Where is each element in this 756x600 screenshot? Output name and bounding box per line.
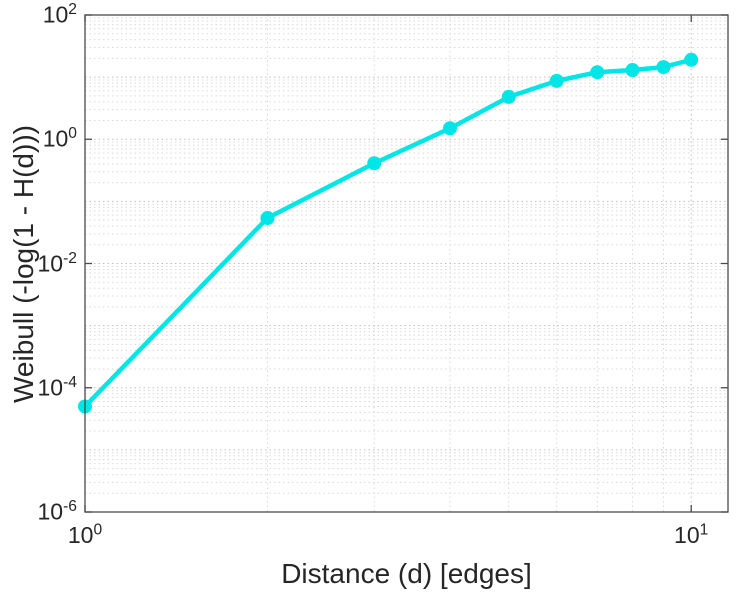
y-tick-label: 10-4	[37, 373, 78, 401]
data-point-marker	[684, 52, 699, 67]
x-tick-label: 100	[67, 521, 103, 548]
data-point-marker	[656, 60, 671, 75]
data-point-marker	[442, 121, 457, 136]
y-tick-label: 10-2	[37, 249, 78, 276]
data-point-marker	[625, 63, 640, 78]
x-tick-label: 101	[674, 521, 709, 548]
y-tick-label: 10-6	[37, 497, 78, 525]
y-axis-label: Weibull (-log(1 - H(d)))	[8, 125, 39, 403]
data-point-marker	[501, 89, 516, 104]
y-tick-label: 100	[42, 125, 77, 152]
data-point-marker	[367, 156, 382, 171]
series-line	[82, 57, 694, 409]
data-point-marker	[549, 73, 564, 88]
y-tick-label: 102	[42, 0, 77, 28]
x-axis-label: Distance (d) [edges]	[281, 558, 532, 589]
data-point-marker	[590, 65, 605, 80]
data-point-marker	[260, 211, 275, 226]
axes-box	[84, 14, 729, 513]
